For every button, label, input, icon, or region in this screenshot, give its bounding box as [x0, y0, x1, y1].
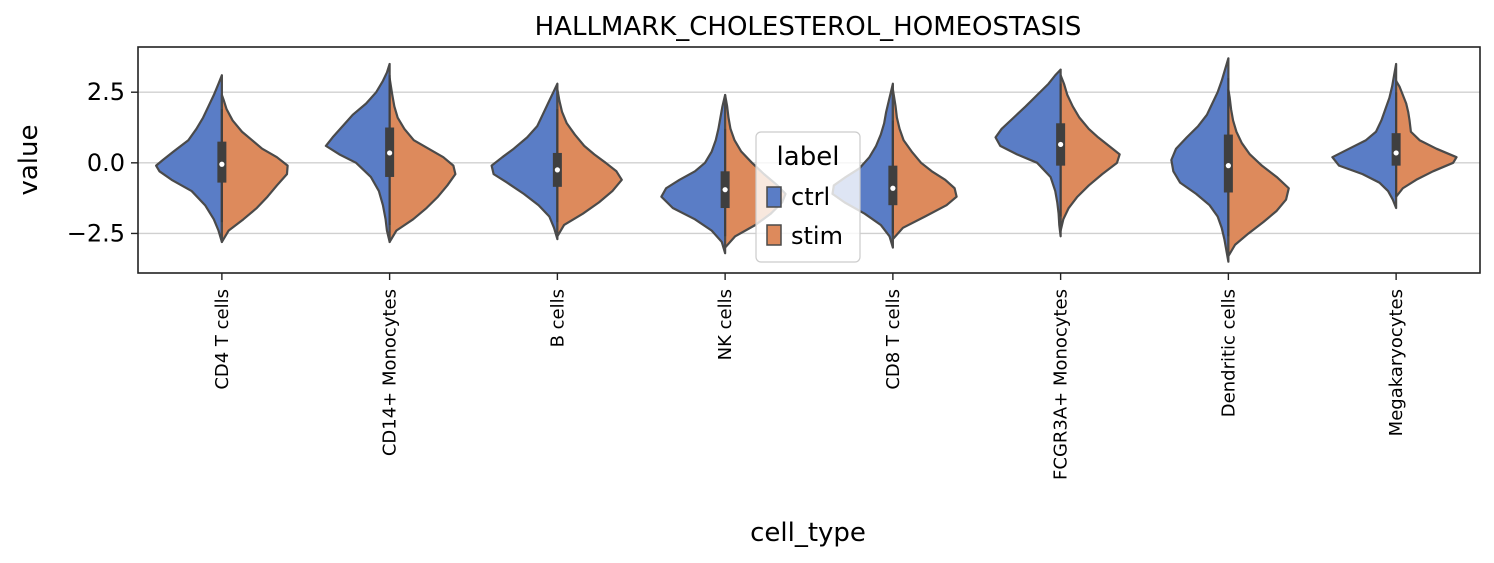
y-tick-label: 2.5 — [87, 78, 125, 106]
x-tick-label: Megakaryocytes — [1386, 289, 1407, 436]
box-median — [1058, 141, 1064, 148]
violin-ctrl-0 — [155, 74, 223, 244]
x-axis-ticks: CD4 T cells CD14+ Monocytes B cells NK cell… — [212, 273, 1407, 480]
box-median — [890, 185, 896, 191]
violin-ctrl-6 — [1170, 57, 1230, 263]
violin-stim-5 — [1059, 74, 1121, 232]
violin-stim-7 — [1395, 79, 1458, 198]
box-median — [554, 167, 560, 173]
plot-frame — [137, 46, 1481, 274]
legend-title: label — [777, 142, 840, 172]
violin-ctrl-7 — [1331, 62, 1398, 210]
violin-ctrl-3 — [660, 93, 727, 255]
box-median — [1225, 163, 1231, 169]
legend-frame — [755, 131, 861, 263]
legend-label-ctrl: ctrl — [791, 183, 830, 211]
violin-stim-2 — [556, 88, 623, 238]
box-median — [1393, 150, 1399, 156]
violin-ctrl-1 — [324, 62, 391, 244]
box-median — [219, 161, 225, 167]
legend: label ctrl stim — [755, 131, 861, 263]
violin-stim-1 — [388, 76, 457, 244]
y-axis-ticks: 2.5 0.0 −2.5 — [67, 78, 138, 247]
x-axis-label: cell_type — [750, 518, 866, 548]
chart-title: HALLMARK_CHOLESTEROL_HOMEOSTASIS — [535, 12, 1082, 42]
x-tick-label: FCGR3A+ Monocytes — [1051, 289, 1072, 480]
legend-swatch-ctrl — [766, 186, 782, 208]
violin-stim-6 — [1227, 88, 1290, 258]
x-tick-label: NK cells — [715, 289, 736, 360]
violin-ctrl-5 — [994, 68, 1062, 238]
x-tick-label: CD14+ Monocytes — [380, 289, 401, 456]
box-layer — [217, 75, 1401, 237]
box-iqr — [888, 165, 898, 206]
x-tick-label: CD4 T cells — [212, 289, 233, 390]
legend-label-stim: stim — [791, 222, 843, 250]
x-tick-label: CD8 T cells — [883, 289, 904, 390]
box-iqr — [1391, 133, 1401, 166]
x-tick-label: Dendritic cells — [1218, 289, 1239, 417]
violin-ctrl-2 — [490, 82, 559, 241]
box-median — [387, 150, 393, 156]
legend-swatch-stim — [766, 224, 782, 246]
x-tick-label: B cells — [547, 289, 568, 347]
violin-ctrl-4 — [831, 82, 894, 249]
y-tick-label: −2.5 — [67, 219, 125, 247]
violin-stim-0 — [220, 93, 289, 244]
violin-layer — [155, 57, 1458, 263]
violin-stim-4 — [891, 88, 958, 241]
y-axis-label: value — [14, 124, 44, 195]
y-tick-label: 0.0 — [87, 149, 125, 177]
box-median — [722, 187, 728, 193]
